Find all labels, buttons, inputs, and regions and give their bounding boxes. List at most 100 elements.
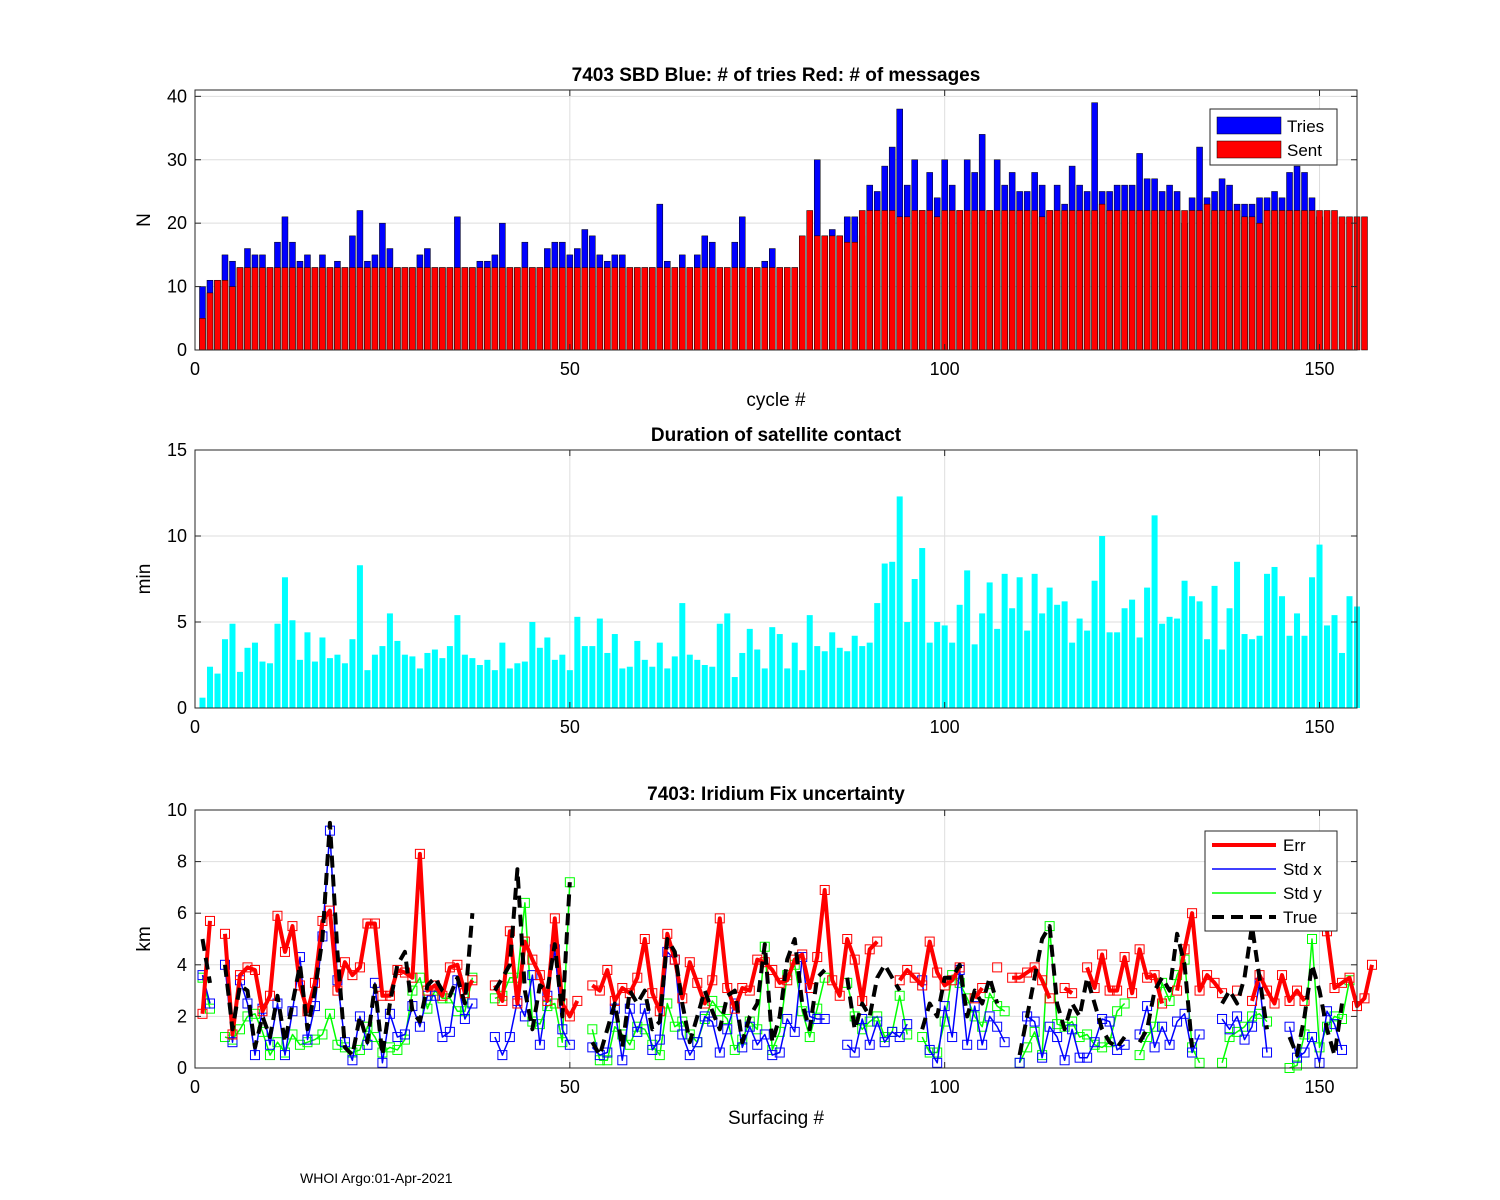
marker-err [617, 983, 628, 994]
marker-err [1104, 985, 1115, 996]
marker-std-x [497, 1050, 508, 1061]
marker-std-x [392, 1032, 403, 1043]
marker-std-y [864, 1016, 875, 1027]
y-tick-label: 20 [167, 213, 187, 233]
bar-sent [409, 267, 416, 351]
marker-std-x [819, 1013, 830, 1024]
bar-sent [1001, 210, 1008, 351]
marker-std-x [722, 1024, 733, 1035]
bar-duration [784, 668, 791, 708]
bar-sent [506, 267, 514, 351]
bar-duration [236, 671, 243, 708]
chart-title: Duration of satellite contact [651, 425, 902, 446]
bar-sent [476, 267, 484, 351]
marker-std-x [714, 1047, 725, 1058]
marker-std-x [459, 1013, 470, 1024]
bar-duration [874, 603, 881, 708]
bar-sent [709, 267, 716, 351]
marker-std-y [1307, 934, 1318, 944]
marker-std-y [414, 972, 425, 983]
bar-duration [686, 654, 693, 708]
bar-sent [866, 210, 873, 351]
marker-std-y [392, 1044, 403, 1055]
marker-err [924, 936, 935, 947]
bar-duration [956, 604, 963, 708]
marker-std-y [204, 1003, 215, 1014]
bar-duration [304, 632, 311, 708]
bar-sent [626, 267, 634, 351]
bar-duration [251, 642, 258, 708]
marker-std-y [894, 990, 905, 1001]
marker-std-y [797, 1006, 808, 1017]
bar-duration [971, 644, 978, 708]
marker-err [917, 980, 928, 991]
bar-sent [1331, 210, 1338, 351]
bar-duration [244, 647, 251, 708]
marker-std-y [1112, 1006, 1123, 1017]
bar-sent [843, 241, 851, 351]
bar-sent [1241, 216, 1248, 351]
bar-sent [1113, 210, 1121, 351]
marker-std-y [1097, 1042, 1108, 1053]
bar-duration [769, 627, 776, 708]
marker-err [1097, 949, 1108, 960]
bar-sent [911, 210, 918, 351]
bar-sent [334, 267, 341, 351]
marker-std-x [1247, 1021, 1258, 1032]
marker-std-y [1247, 1011, 1258, 1022]
marker-std-y [602, 1055, 613, 1066]
marker-std-x [752, 1039, 763, 1050]
bar-duration [476, 665, 483, 708]
bar-duration [1031, 573, 1038, 708]
marker-std-x [939, 1001, 950, 1012]
bar-sent [641, 267, 649, 351]
marker-err [1022, 967, 1033, 978]
bar-sent [364, 267, 371, 351]
bar-duration [409, 656, 416, 708]
marker-std-x [429, 990, 440, 1001]
marker-err [1247, 995, 1258, 1006]
marker-err [1127, 988, 1138, 999]
bar-duration [491, 670, 498, 708]
bar-sent [1023, 210, 1031, 351]
bar-duration [1271, 566, 1278, 708]
bar-sent [821, 235, 828, 351]
marker-std-x [969, 1001, 980, 1012]
bar-sent [206, 292, 214, 351]
bar-sent [304, 267, 311, 351]
bar-duration [1159, 623, 1166, 708]
marker-err [1337, 977, 1348, 988]
bar-duration [1279, 596, 1286, 708]
bar-duration [364, 670, 371, 708]
bar-sent [1188, 210, 1196, 351]
bar-duration [1181, 580, 1188, 708]
marker-err [204, 915, 215, 926]
bar-duration [506, 668, 513, 708]
bar-sent [544, 267, 551, 351]
marker-err [1157, 998, 1168, 1009]
x-tick-label: 100 [930, 359, 960, 379]
marker-err [587, 980, 598, 991]
bar-sent [319, 267, 326, 351]
marker-err [752, 954, 763, 965]
bar-duration [754, 649, 761, 708]
marker-std-x [467, 998, 478, 1009]
bar-sent [873, 210, 881, 351]
bar-sent [521, 267, 529, 351]
bar-duration [341, 663, 348, 708]
bar-duration [469, 658, 476, 708]
bar-duration [529, 622, 536, 708]
marker-std-x [774, 1047, 785, 1058]
marker-err [264, 990, 275, 1001]
bar-duration [1009, 608, 1016, 708]
bar-duration [1016, 577, 1023, 708]
marker-err [1172, 985, 1183, 996]
marker-std-x [1044, 1021, 1055, 1032]
marker-err [1344, 972, 1355, 983]
marker-err [692, 977, 703, 988]
bar-duration [1346, 596, 1353, 708]
marker-std-y [654, 1050, 665, 1061]
marker-err [902, 964, 913, 975]
bar-sent [1031, 210, 1038, 351]
bar-sent [993, 210, 1001, 351]
